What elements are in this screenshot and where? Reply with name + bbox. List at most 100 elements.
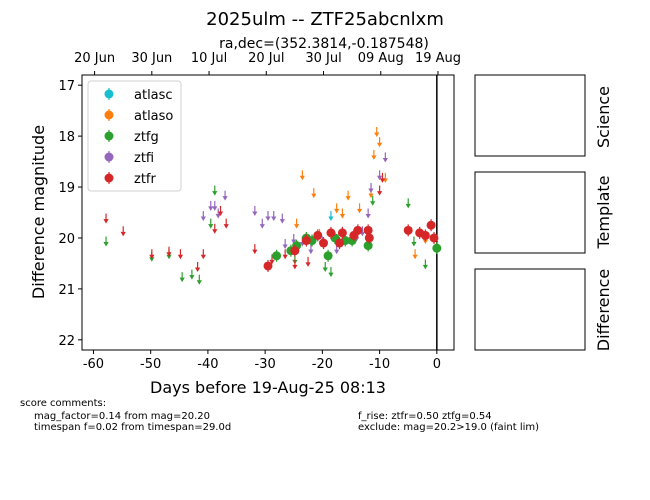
atlaso-upper-limit xyxy=(374,127,380,138)
ztfr-upper-limit xyxy=(252,244,258,255)
ztfr-upper-limit xyxy=(269,254,275,265)
chart-title: 2025ulm -- ZTF25abcnlxm xyxy=(206,9,444,30)
ztfi-upper-limit xyxy=(215,208,221,219)
y-tick-label: 18 xyxy=(58,130,75,145)
atlaso-upper-limit xyxy=(299,170,305,181)
legend-label: ztfg xyxy=(134,130,159,145)
ztfr-upper-limit xyxy=(223,218,229,229)
ztfi-upper-limit xyxy=(279,213,285,224)
ztfr-detection xyxy=(301,234,311,247)
ztfg-upper-limit xyxy=(322,261,328,272)
top-tick-label: 20 Jul xyxy=(248,51,284,66)
ztfi-upper-limit xyxy=(271,211,277,222)
legend-marker xyxy=(104,131,114,141)
ztfr-detection xyxy=(353,224,363,237)
score-comment-exclude: exclude: mag=20.2>19.0 (faint lim) xyxy=(358,422,540,433)
ztfg-detection xyxy=(272,249,282,262)
x-tick-label: -50 xyxy=(140,357,161,372)
ztfi-upper-limit xyxy=(308,244,314,255)
ztfi-upper-limit xyxy=(282,239,288,250)
ztfr-detection xyxy=(403,224,413,237)
legend-item-ztfi: ztfi xyxy=(104,151,154,166)
legend-label: ztfi xyxy=(134,151,154,166)
ztfr-upper-limit xyxy=(103,213,109,224)
ztfg-upper-limit xyxy=(212,185,218,196)
ztfr-upper-limit xyxy=(212,223,218,234)
ztfr-upper-limit xyxy=(305,256,311,267)
atlaso-upper-limit xyxy=(412,249,418,260)
ztfg-upper-limit xyxy=(189,269,195,280)
legend-item-atlaso: atlaso xyxy=(104,109,173,124)
difference-image xyxy=(474,268,586,351)
atlaso-upper-limit xyxy=(311,188,317,199)
atlaso-upper-limit xyxy=(334,203,340,214)
ztfi-upper-limit xyxy=(382,152,388,163)
x-tick-label: -10 xyxy=(369,357,390,372)
ztfr-upper-limit xyxy=(200,249,206,260)
legend-label: ztfr xyxy=(134,172,156,187)
score-comments-header: score comments: xyxy=(20,398,107,409)
legend-marker xyxy=(104,110,114,120)
difference-panel: Difference xyxy=(474,268,613,351)
y-tick-label: 19 xyxy=(58,181,75,196)
ztfr-detection xyxy=(313,229,323,242)
ztfr-detection xyxy=(429,231,439,244)
ztfr-detection xyxy=(319,237,329,250)
atlaso-upper-limit xyxy=(345,190,351,201)
ztfi-upper-limit xyxy=(368,183,374,194)
score-comment-timespan: timespan f=0.02 from timespan=29.0d xyxy=(34,422,232,433)
y-tick-label: 20 xyxy=(58,232,75,247)
ztfg-detection xyxy=(323,249,333,262)
ztfr-detection xyxy=(420,229,430,242)
atlaso-upper-limit xyxy=(339,208,345,219)
atlaso-upper-limit xyxy=(382,172,388,183)
plot-area xyxy=(103,75,442,350)
atlasc-upper-limit xyxy=(328,211,334,222)
ztfi-upper-limit xyxy=(222,190,228,201)
legend-item-ztfr: ztfr xyxy=(104,172,156,187)
science-label: Science xyxy=(594,86,613,148)
x-tick-label: -30 xyxy=(255,357,276,372)
science-image xyxy=(474,74,586,157)
ztfg-upper-limit xyxy=(328,267,334,278)
legend-marker xyxy=(104,173,114,183)
ztfg-upper-limit xyxy=(196,274,202,285)
atlaso-upper-limit xyxy=(377,137,383,148)
ztfi-upper-limit xyxy=(377,170,383,181)
x-tick-label: -20 xyxy=(312,357,333,372)
ztfr-detection xyxy=(290,244,300,257)
top-tick-label: 09 Aug xyxy=(358,51,404,66)
y-axis-label: Difference magnitude xyxy=(29,125,48,299)
ztfi-upper-limit xyxy=(212,200,218,211)
ztfg-upper-limit xyxy=(411,236,417,247)
y-tick-label: 22 xyxy=(58,334,75,349)
ztfg-upper-limit xyxy=(179,272,185,283)
ztfr-detection xyxy=(335,237,345,250)
ztfi-upper-limit xyxy=(291,233,297,244)
top-tick-label: 30 Jul xyxy=(305,51,341,66)
ztfi-upper-limit xyxy=(265,211,271,222)
ztfr-upper-limit xyxy=(377,185,383,196)
ztfg-upper-limit xyxy=(405,198,411,209)
ztfi-upper-limit xyxy=(365,208,371,219)
legend-label: atlaso xyxy=(134,109,173,124)
x-tick-label: 0 xyxy=(433,357,441,372)
top-tick-label: 19 Aug xyxy=(415,51,461,66)
legend-item-ztfg: ztfg xyxy=(104,130,159,145)
ztfi-upper-limit xyxy=(208,200,214,211)
ztfr-upper-limit xyxy=(149,249,155,260)
legend-box xyxy=(87,80,182,192)
ztfr-upper-limit xyxy=(120,226,126,237)
x-axis-label: Days before 19-Aug-25 08:13 xyxy=(150,378,386,397)
ztfr-detection xyxy=(364,231,374,244)
ztfg-upper-limit xyxy=(208,218,214,229)
ztfr-detection xyxy=(426,219,436,232)
ztfr-upper-limit xyxy=(195,261,201,272)
plot-frame xyxy=(81,74,455,351)
top-tick-label: 30 Jun xyxy=(131,51,172,66)
legend: atlasc atlaso ztfg ztfi ztfr xyxy=(87,80,182,192)
ztfr-detection xyxy=(263,259,273,272)
ztfg-upper-limit xyxy=(422,259,428,270)
legend-label: atlasc xyxy=(134,88,173,103)
